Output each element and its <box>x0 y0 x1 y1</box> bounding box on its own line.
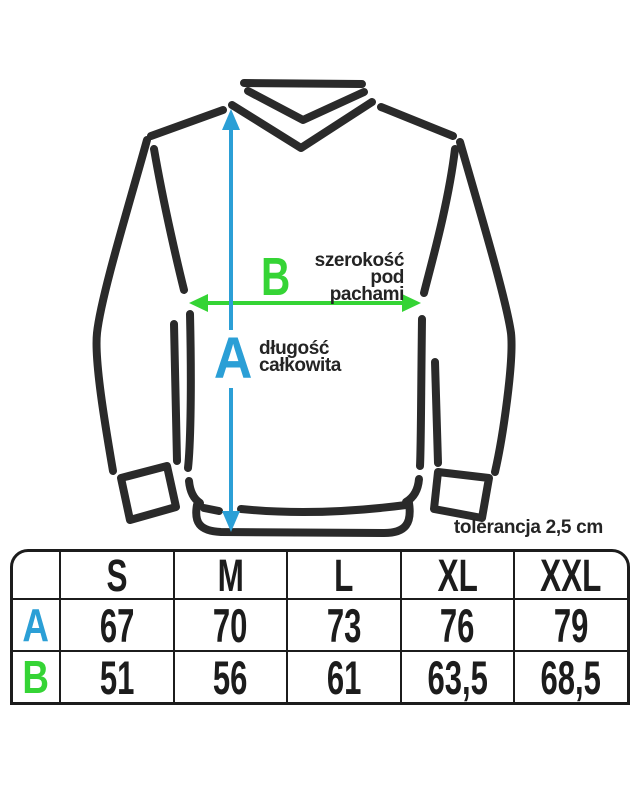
value-b-xl: 63,5 <box>399 650 514 704</box>
left-sleeve-inner-upper <box>150 145 188 294</box>
arrow-a-length <box>222 109 240 532</box>
value-text: 56 <box>213 650 248 704</box>
arrow-b-left-head <box>189 294 208 312</box>
value-a-m: 70 <box>172 598 287 652</box>
arrow-a-top-head <box>222 109 240 130</box>
value-text: 70 <box>213 598 248 652</box>
value-text: 51 <box>99 650 135 704</box>
size-header-label: XXL <box>540 549 602 601</box>
measure-b-description: szerokość pod pachami <box>298 250 405 305</box>
left-sleeve-outer <box>92 136 151 475</box>
value-text: 79 <box>553 598 589 652</box>
tolerance-note: tolerancja 2,5 cm <box>453 517 603 538</box>
size-header-label: L <box>334 549 354 601</box>
waistband-seam-left <box>200 504 223 515</box>
collar-inner-v <box>244 87 368 124</box>
measure-a-desc-line2: całkowita <box>259 355 341 376</box>
body-left-edge <box>184 310 195 472</box>
body-right-edge <box>416 315 426 470</box>
right-sleeve-inner-upper <box>420 145 459 297</box>
value-a-s: 67 <box>59 598 173 650</box>
right-sleeve-inner-lower <box>431 358 442 467</box>
size-header-label: S <box>106 549 128 601</box>
body-right-hook <box>402 475 423 506</box>
row-label-text: A <box>22 599 50 651</box>
size-header-xl: XL <box>399 549 514 601</box>
size-header-m: M <box>172 549 287 601</box>
arrow-b-width <box>189 294 421 312</box>
size-header-l: L <box>286 552 400 598</box>
measure-b-desc-line1: szerokość <box>314 250 405 271</box>
left-cuff <box>117 462 180 524</box>
value-a-xxl: 79 <box>513 598 627 650</box>
right-shoulder-line <box>377 103 457 140</box>
value-text: 63,5 <box>427 650 488 704</box>
right-sleeve-outer <box>456 138 516 476</box>
value-text: 73 <box>326 598 362 652</box>
row-b-label: B <box>13 650 59 702</box>
body-left-hook <box>185 477 204 507</box>
value-a-xl: 76 <box>399 598 514 652</box>
arrow-b-right-head <box>402 294 421 312</box>
size-table-corner-cell <box>13 552 59 598</box>
waistband-outline <box>192 499 414 537</box>
sweater-drawing <box>92 79 516 537</box>
row-a-label: A <box>13 598 59 650</box>
collar-outer-v <box>228 98 376 152</box>
size-header-s: S <box>59 552 173 598</box>
waistband-seam <box>237 501 410 516</box>
value-text: 68,5 <box>540 650 602 704</box>
measure-a-description: długość całkowita <box>259 338 341 376</box>
value-text: 61 <box>326 650 362 704</box>
value-b-xxl: 68,5 <box>513 650 627 702</box>
arrow-a-bottom-head <box>222 511 240 532</box>
size-header-label: XL <box>437 549 478 601</box>
left-shoulder-line <box>147 106 227 140</box>
value-b-l: 61 <box>286 650 400 702</box>
value-a-l: 73 <box>286 598 400 650</box>
value-b-m: 56 <box>172 650 287 704</box>
value-text: 76 <box>440 598 475 652</box>
value-text: 67 <box>99 598 135 652</box>
size-header-label: M <box>217 549 244 601</box>
measure-b-letter: B <box>261 247 291 307</box>
size-table: S M L XL XXL A 67 70 73 76 79 B 51 56 61… <box>10 549 630 705</box>
value-b-s: 51 <box>59 650 173 702</box>
size-header-xxl: XXL <box>513 552 627 598</box>
measure-b-desc-line2: pod pachami <box>329 267 405 305</box>
row-label-text: B <box>22 651 50 703</box>
measure-a-letter: A <box>212 326 255 391</box>
collar-top-line <box>240 79 366 88</box>
left-sleeve-inner-lower <box>170 320 181 465</box>
measure-a-desc-line1: długość <box>259 338 330 359</box>
right-cuff <box>430 468 493 522</box>
